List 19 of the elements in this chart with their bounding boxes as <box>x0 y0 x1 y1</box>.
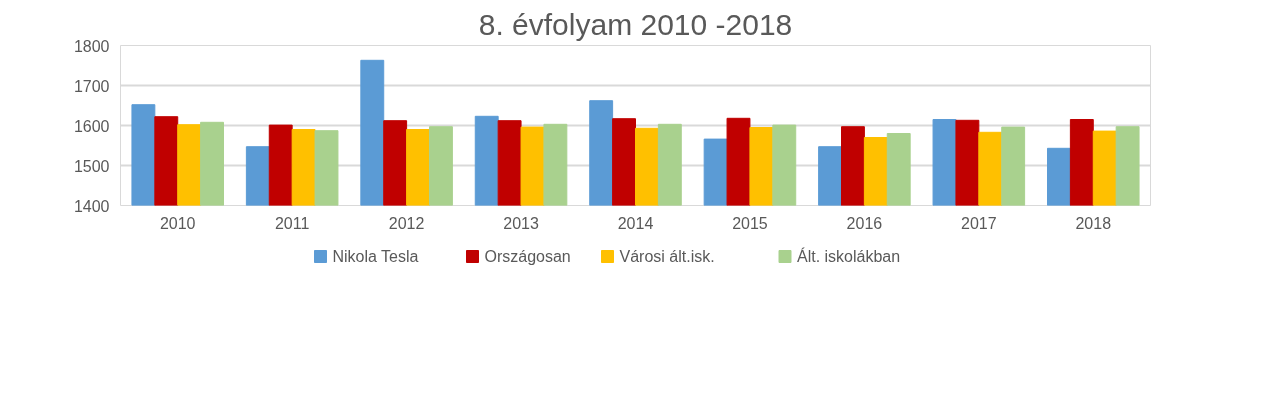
y-tick-label: 1400 <box>73 197 110 215</box>
x-tick-label: 2010 <box>159 214 196 232</box>
x-tick-label: 2013 <box>503 214 539 232</box>
legend-label: Ált. iskolákban <box>797 247 901 265</box>
legend-label: Városi ált.isk. <box>619 248 715 265</box>
x-tick-label: 2011 <box>274 214 310 232</box>
legend-label: Nikola Tesla <box>332 248 419 265</box>
x-tick-label: 2015 <box>732 214 768 232</box>
x-tick-label: 2018 <box>1075 214 1112 232</box>
x-tick-label: 2012 <box>388 214 425 232</box>
chart-title: 8. évfolyam 2010 -2018 <box>478 7 793 41</box>
x-tick-label: 2016 <box>846 214 883 232</box>
legend-label: Országosan <box>484 248 571 265</box>
x-tick-label: 2017 <box>961 214 997 232</box>
y-tick-label: 1800 <box>73 37 110 55</box>
y-tick-label: 1600 <box>73 117 110 135</box>
y-tick-label: 1500 <box>73 157 110 175</box>
y-tick-label: 1700 <box>73 77 110 95</box>
x-tick-label: 2014 <box>617 214 654 232</box>
